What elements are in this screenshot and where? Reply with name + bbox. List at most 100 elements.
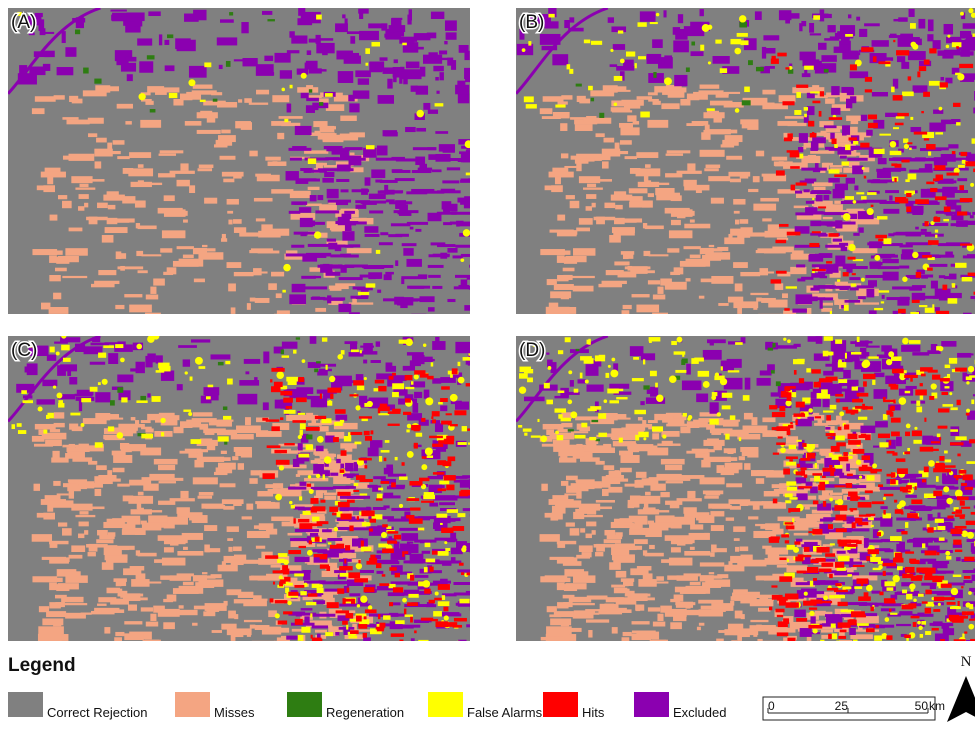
map-patch [231,434,254,440]
map-patch [957,211,967,215]
map-patch [905,432,910,437]
map-patch [893,558,903,563]
map-patch [453,582,472,585]
map-patch [647,54,662,64]
map-patch [442,595,445,600]
map-patch [338,71,354,83]
map-patch [604,465,615,470]
map-patch [903,138,908,142]
map-patch [831,446,840,452]
map-patch [959,470,967,474]
map-patch [376,498,383,500]
map-patch [173,261,199,267]
map-patch [149,510,162,512]
map-patch [656,13,660,17]
map-patch [960,243,972,245]
map-patch [616,597,631,604]
map-patch [546,400,553,405]
map-patch [113,455,132,463]
map-patch [668,91,685,98]
map-patch [775,283,784,290]
map-patch [883,414,888,420]
map-patch [124,633,143,640]
map-patch [710,402,719,413]
map-patch [231,559,244,565]
map-patch [904,375,918,378]
map-patch [344,559,346,563]
legend-swatch [287,692,322,717]
map-patch [407,15,411,25]
map-patch [369,528,373,531]
map-patch [933,40,941,49]
map-patch [307,550,313,556]
map-patch [306,98,319,101]
map-patch [956,477,959,481]
map-patch [690,255,701,259]
map-patch [360,570,374,573]
map-patch [831,86,839,95]
map-patch [407,542,413,544]
map-patch [586,534,592,539]
map-patch [568,370,572,374]
map-patch [454,618,467,622]
map-patch [619,438,623,443]
map-patch [371,430,374,434]
map-patch [192,90,217,94]
map-patch [550,230,574,233]
map-patch [231,464,235,470]
map-patch [276,371,284,379]
map-patch [364,616,367,619]
map-patch [699,90,724,94]
map-patch [807,417,814,421]
map-patch [576,84,582,87]
map-patch [165,65,175,71]
map-patch [162,230,186,238]
map-patch [656,395,663,402]
map-patch [785,522,794,524]
map-patch [460,258,464,262]
map-patch [666,481,683,483]
map-patch [296,337,300,339]
map-patch [522,48,526,52]
map-patch [346,624,348,629]
map-patch [326,104,344,111]
map-patch [932,304,934,308]
map-patch [921,374,926,377]
map-patch [340,496,365,499]
map-patch [447,248,457,253]
map-patch [464,196,472,202]
map-patch [851,283,856,286]
map-patch [315,537,320,542]
map-patch [935,519,944,523]
map-patch [856,192,864,194]
map-patch [840,630,847,633]
map-patch [340,116,357,121]
map-patch [892,452,897,455]
map-patch [588,339,591,345]
panel-label: (D) [519,340,545,361]
map-patch [276,293,282,298]
map-patch [284,410,296,414]
map-patch [835,562,844,568]
map-patch [893,311,898,318]
map-patch [94,79,101,84]
map-patch [807,567,818,573]
map-patch [317,588,324,593]
map-patch [931,383,937,389]
map-patch [301,627,310,633]
map-patch [921,621,926,625]
map-patch [733,199,745,205]
map-patch [53,385,56,388]
map-patch [199,424,208,430]
map-patch [342,14,345,18]
map-patch [794,110,801,115]
map-patch [652,313,668,316]
map-patch [908,76,912,80]
map-patch [402,43,407,46]
map-patch [722,393,733,398]
map-patch [599,355,605,358]
map-patch [684,185,709,191]
map-patch [838,379,847,383]
map-patch [423,495,435,499]
map-patch [841,38,850,44]
